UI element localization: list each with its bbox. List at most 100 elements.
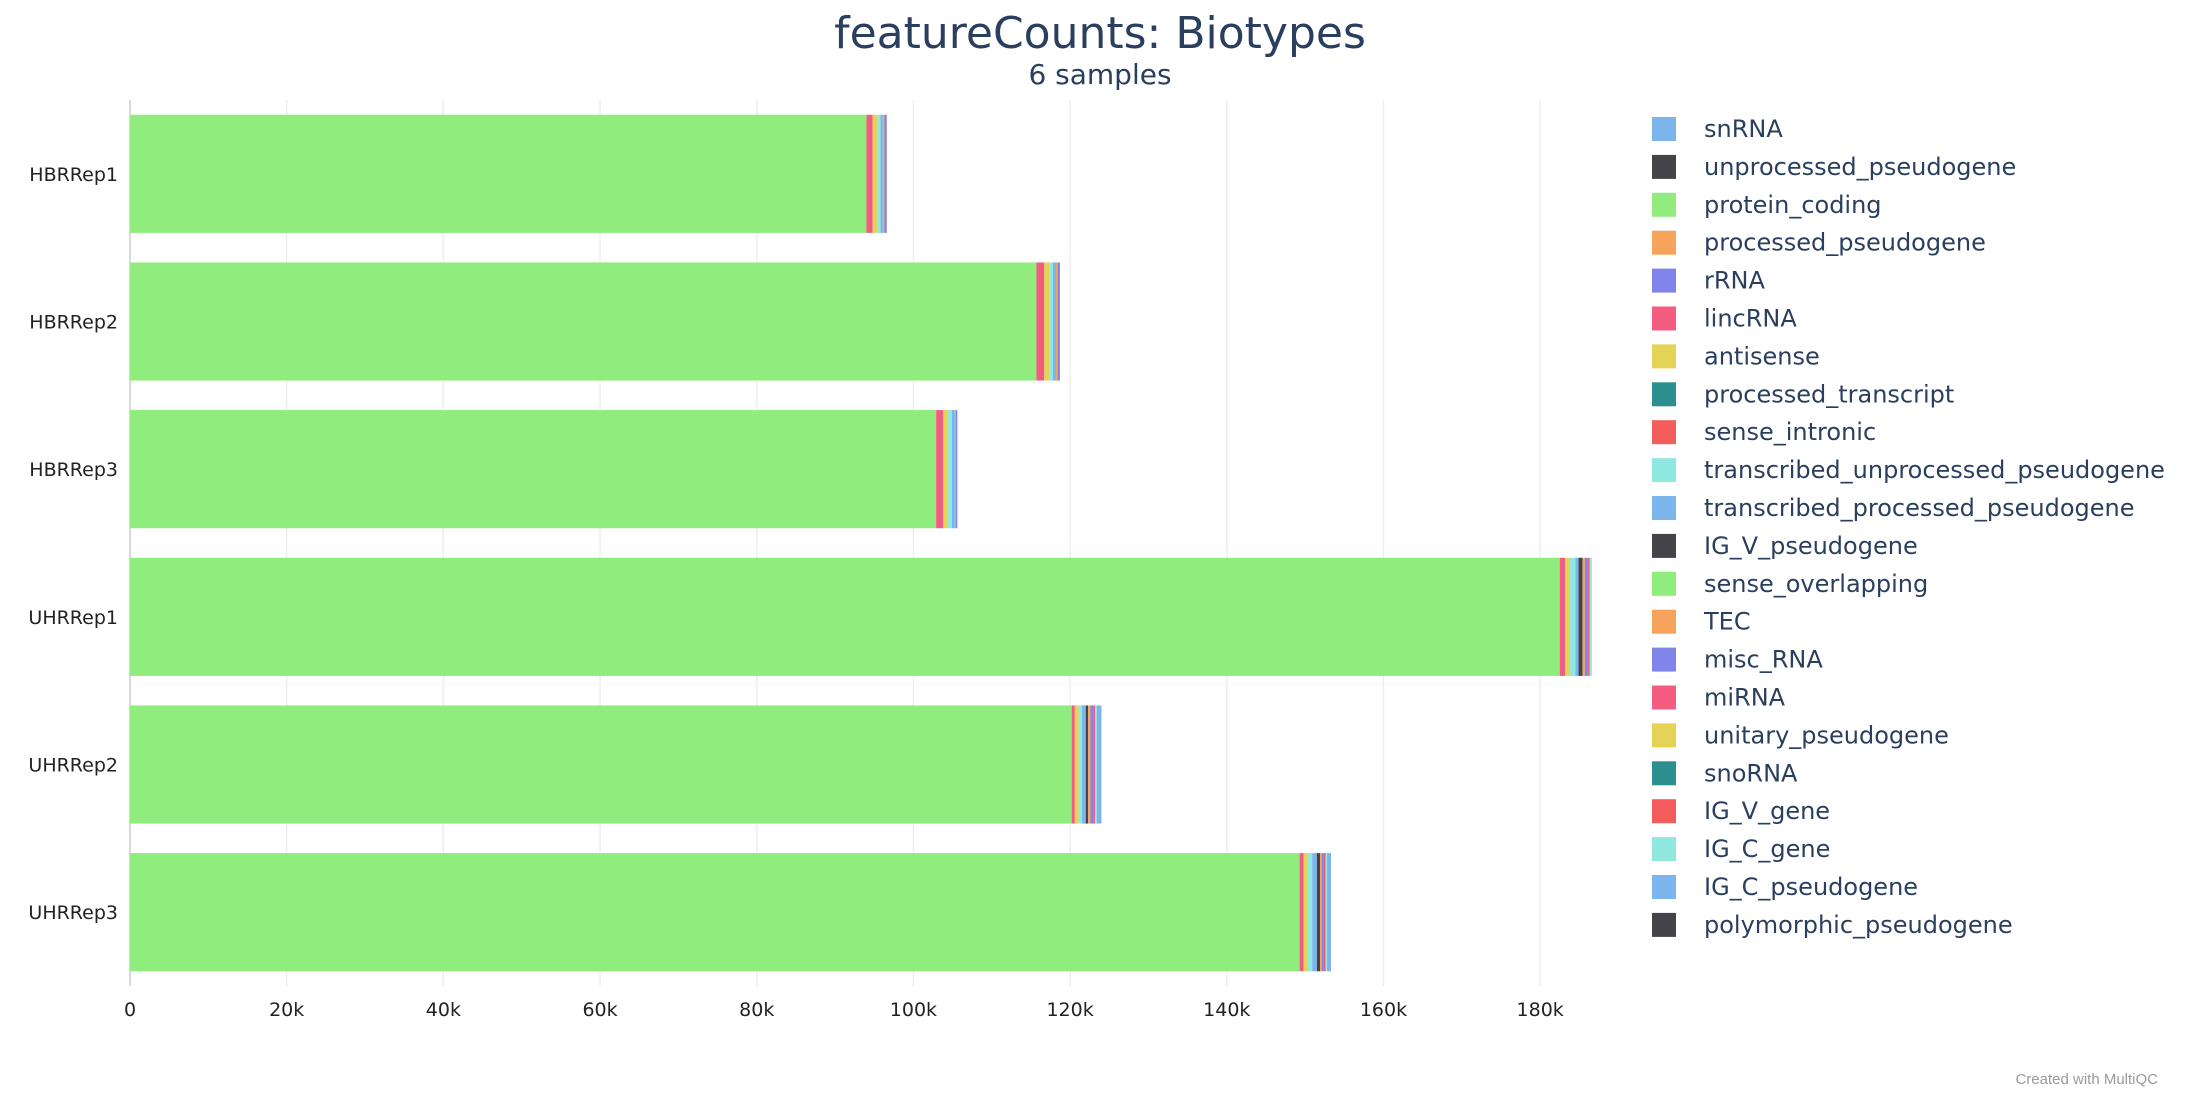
legend-swatch-snorna[interactable] — [1652, 761, 1676, 786]
legend-label-tec[interactable]: TEC — [1703, 608, 1751, 636]
legend-label-processed-pseudogene[interactable]: processed_pseudogene — [1704, 229, 1986, 257]
legend-swatch-ig-v-gene[interactable] — [1652, 799, 1676, 824]
bar-segment-hbrrep3-antisense[interactable] — [943, 410, 948, 529]
legend-swatch-sense-overlapping[interactable] — [1652, 571, 1676, 596]
bar-segment-uhrrep2-misc-rna[interactable] — [1090, 705, 1094, 824]
bar-segment-uhrrep2-tec[interactable] — [1088, 705, 1091, 824]
bar-segment-uhrrep3-antisense[interactable] — [1303, 853, 1308, 972]
legend-label-snorna[interactable]: snoRNA — [1704, 759, 1798, 787]
bar-segment-uhrrep1-transcribed-processed-pseudogene[interactable] — [1575, 557, 1579, 676]
bar-segment-uhrrep1-protein-coding[interactable] — [130, 557, 1560, 676]
legend-label-polymorphic-pseudogene[interactable]: polymorphic_pseudogene — [1704, 911, 2013, 939]
bar-segment-hbrrep3-transcribed-unprocessed-pseudogene[interactable] — [947, 410, 952, 529]
bar-segment-uhrrep1-misc-rna[interactable] — [1584, 557, 1588, 676]
bar-segment-uhrrep2-mirna[interactable] — [1093, 705, 1096, 824]
legend-label-transcribed-unprocessed-pseudogene[interactable]: transcribed_unprocessed_pseudogene — [1704, 456, 2165, 484]
legend-swatch-transcribed-unprocessed-pseudogene[interactable] — [1652, 458, 1676, 483]
bar-segment-uhrrep2-lincrna[interactable] — [1071, 705, 1075, 824]
legend-swatch-lincrna[interactable] — [1652, 306, 1676, 331]
legend-swatch-polymorphic-pseudogene[interactable] — [1652, 912, 1676, 937]
bar-segment-uhrrep3-transcribed-processed-pseudogene[interactable] — [1312, 853, 1317, 972]
legend-swatch-processed-pseudogene[interactable] — [1652, 230, 1676, 255]
bar-segment-uhrrep2-antisense[interactable] — [1074, 705, 1079, 824]
bar-segment-hbrrep1-lincrna[interactable] — [866, 114, 873, 233]
legend-label-ig-c-pseudogene[interactable]: IG_C_pseudogene — [1704, 873, 1918, 901]
legend-swatch-tec[interactable] — [1652, 609, 1676, 634]
legend-swatch-mirna[interactable] — [1652, 685, 1676, 710]
bar-segment-hbrrep1-transcribed-unprocessed-pseudogene[interactable] — [877, 114, 881, 233]
bar-segment-hbrrep2-lincrna[interactable] — [1036, 262, 1045, 381]
legend-swatch-misc-rna[interactable] — [1652, 647, 1676, 672]
bar-segment-uhrrep1-ig-c-gene[interactable] — [1589, 557, 1592, 676]
bar-segment-uhrrep1-antisense[interactable] — [1565, 557, 1570, 676]
bar-segment-hbrrep1-transcribed-processed-pseudogene[interactable] — [880, 114, 883, 233]
legend-swatch-ig-c-pseudogene[interactable] — [1652, 875, 1676, 899]
legend-label-processed-transcript[interactable]: processed_transcript — [1704, 380, 1954, 408]
legend-swatch-processed-transcript[interactable] — [1652, 382, 1676, 407]
bar-segment-uhrrep3-protein-coding[interactable] — [130, 853, 1300, 972]
bar-segment-uhrrep1-tec[interactable] — [1582, 557, 1585, 676]
bar-segment-hbrrep2-misc-rna[interactable] — [1057, 262, 1060, 381]
legend-label-ig-c-gene[interactable]: IG_C_gene — [1704, 835, 1830, 863]
bar-segment-hbrrep2-antisense[interactable] — [1044, 262, 1050, 381]
bar-segment-hbrrep3-transcribed-processed-pseudogene[interactable] — [951, 410, 955, 529]
legend-label-protein-coding[interactable]: protein_coding — [1704, 191, 1882, 219]
bar-segment-uhrrep3-tec[interactable] — [1320, 853, 1322, 972]
bar-segment-hbrrep2-transcribed-processed-pseudogene[interactable] — [1052, 262, 1057, 381]
legend-label-unprocessed-pseudogene[interactable]: unprocessed_pseudogene — [1704, 153, 2016, 181]
bar-segment-hbrrep3-protein-coding[interactable] — [130, 410, 937, 529]
bar-segment-uhrrep2-ig-c-pseudogene[interactable] — [1096, 705, 1102, 824]
legend-label-transcribed-processed-pseudogene[interactable]: transcribed_processed_pseudogene — [1704, 494, 2135, 522]
legend-label-misc-rna[interactable]: misc_RNA — [1704, 646, 1823, 674]
bar-segment-hbrrep1-protein-coding[interactable] — [130, 114, 867, 233]
bar-segment-hbrrep2-transcribed-unprocessed-pseudogene[interactable] — [1049, 262, 1053, 381]
legend-swatch-ig-v-pseudogene[interactable] — [1652, 533, 1676, 558]
bar-segment-uhrrep1-transcribed-unprocessed-pseudogene[interactable] — [1569, 557, 1576, 676]
legend-swatch-rrna[interactable] — [1652, 268, 1676, 293]
legend-swatch-protein-coding[interactable] — [1652, 192, 1676, 217]
bar-segment-uhrrep1-mirna[interactable] — [1587, 557, 1590, 676]
legend-label-unitary-pseudogene[interactable]: unitary_pseudogene — [1704, 721, 1949, 749]
legend-label-antisense[interactable]: antisense — [1704, 342, 1820, 370]
bar-segment-uhrrep3-transcribed-unprocessed-pseudogene[interactable] — [1307, 853, 1313, 972]
bar-segment-uhrrep2-ig-c-gene[interactable] — [1095, 705, 1097, 824]
x-tick-label: 100k — [890, 999, 937, 1021]
legend-label-lincrna[interactable]: lincRNA — [1704, 305, 1797, 333]
x-tick-label: 40k — [426, 999, 461, 1021]
legend-label-rrna[interactable]: rRNA — [1704, 267, 1765, 295]
bar-segment-hbrrep3-tec[interactable] — [954, 410, 956, 529]
bar-segment-uhrrep2-transcribed-unprocessed-pseudogene[interactable] — [1078, 705, 1082, 824]
bar-segment-hbrrep1-tec[interactable] — [882, 114, 885, 233]
legend-label-ig-v-gene[interactable]: IG_V_gene — [1704, 797, 1830, 825]
bar-segment-hbrrep3-lincrna[interactable] — [936, 410, 944, 529]
bar-segment-uhrrep2-ig-v-pseudogene[interactable] — [1085, 705, 1089, 824]
legend-label-snrna[interactable]: snRNA — [1704, 115, 1783, 143]
bar-segment-hbrrep2-tec[interactable] — [1056, 262, 1058, 381]
y-tick-label: UHRRep2 — [28, 755, 118, 777]
legend-swatch-antisense[interactable] — [1652, 344, 1676, 369]
legend-swatch-snrna[interactable] — [1652, 117, 1676, 141]
bar-segment-hbrrep3-misc-rna[interactable] — [955, 410, 958, 529]
bar-segment-uhrrep3-misc-rna[interactable] — [1321, 853, 1324, 972]
legend-swatch-unprocessed-pseudogene[interactable] — [1652, 154, 1676, 179]
bar-segment-uhrrep3-ig-v-pseudogene[interactable] — [1316, 853, 1321, 972]
bar-segment-uhrrep1-lincrna[interactable] — [1559, 557, 1566, 676]
legend-swatch-unitary-pseudogene[interactable] — [1652, 723, 1676, 748]
bar-segment-uhrrep3-ig-c-gene[interactable] — [1325, 853, 1328, 972]
bar-segment-hbrrep1-misc-rna[interactable] — [884, 114, 887, 233]
legend-label-sense-overlapping[interactable]: sense_overlapping — [1704, 570, 1928, 598]
legend-label-ig-v-pseudogene[interactable]: IG_V_pseudogene — [1704, 532, 1918, 560]
legend-swatch-transcribed-processed-pseudogene[interactable] — [1652, 496, 1676, 520]
bar-segment-uhrrep3-ig-c-pseudogene[interactable] — [1327, 853, 1331, 972]
bar-segment-uhrrep3-lincrna[interactable] — [1299, 853, 1304, 972]
bar-segment-hbrrep1-antisense[interactable] — [872, 114, 878, 233]
bar-segment-uhrrep1-ig-v-pseudogene[interactable] — [1578, 557, 1583, 676]
bar-segment-hbrrep2-protein-coding[interactable] — [130, 262, 1037, 381]
legend-label-mirna[interactable]: miRNA — [1704, 684, 1786, 712]
bar-segment-uhrrep2-protein-coding[interactable] — [130, 705, 1072, 824]
legend-swatch-sense-intronic[interactable] — [1652, 420, 1676, 445]
legend-swatch-ig-c-gene[interactable] — [1652, 837, 1676, 862]
legend-label-sense-intronic[interactable]: sense_intronic — [1704, 418, 1876, 446]
bar-segment-uhrrep3-mirna[interactable] — [1323, 853, 1326, 972]
bar-segment-uhrrep2-transcribed-processed-pseudogene[interactable] — [1081, 705, 1086, 824]
